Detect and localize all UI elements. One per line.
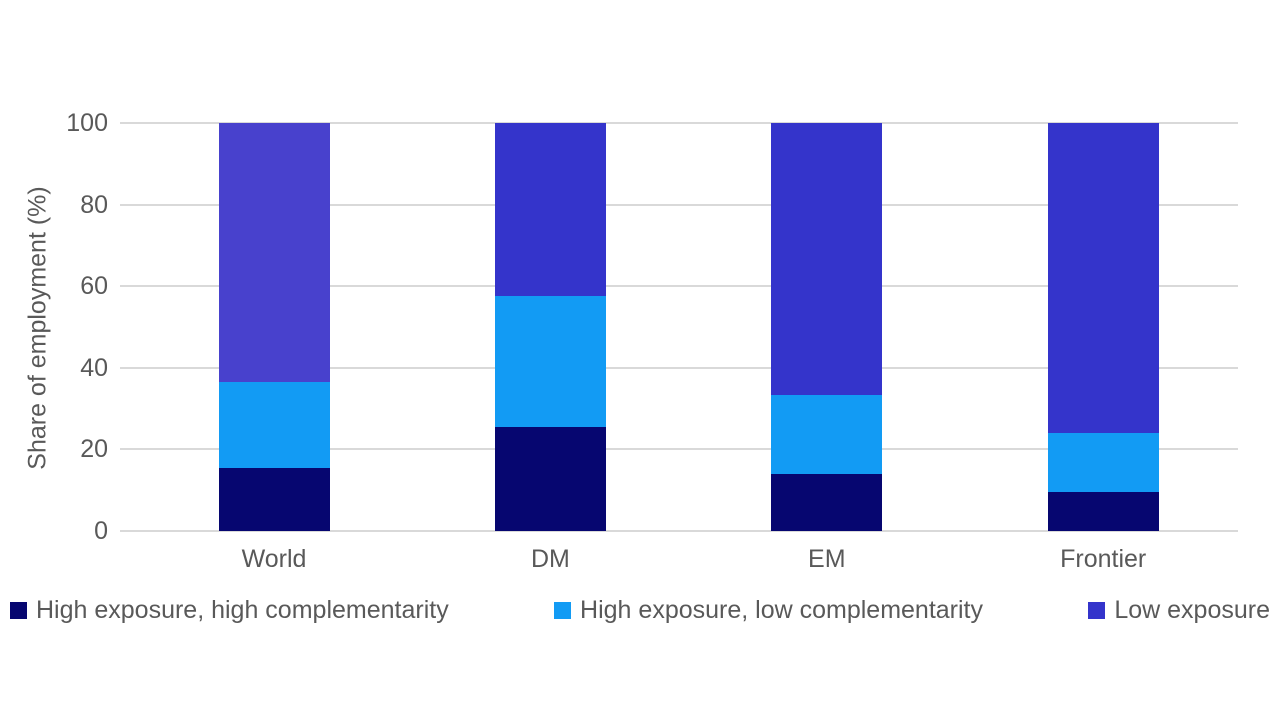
legend-item: High exposure, high complementarity: [10, 596, 449, 625]
y-tick-label: 40: [80, 353, 108, 382]
gridline: [120, 122, 1238, 124]
y-tick-label: 80: [80, 190, 108, 219]
legend-item: High exposure, low complementarity: [554, 596, 983, 625]
gridline: [120, 530, 1238, 532]
bar-segment: [1047, 492, 1159, 531]
bar-segment: [1047, 433, 1159, 493]
gridline: [120, 366, 1238, 369]
plot-area: [120, 122, 1238, 532]
x-axis-labels: World DM EM Frontier: [120, 545, 1238, 579]
x-axis-label: World: [241, 545, 307, 573]
bar-segment: [218, 467, 330, 531]
bar-world: [218, 123, 330, 531]
x-axis-label: DM: [530, 545, 570, 573]
legend-swatch-icon: [10, 602, 27, 619]
bar-segment: [494, 123, 606, 297]
legend-swatch-icon: [1088, 602, 1106, 619]
y-tick-label: 0: [94, 517, 108, 545]
bar-segment: [771, 473, 883, 531]
legend-swatch-icon: [554, 602, 572, 619]
bar-dm: [494, 123, 606, 531]
bar-segment: [494, 296, 606, 427]
bar-segment: [494, 426, 606, 531]
gridline: [120, 285, 1238, 288]
y-tick-label: 60: [80, 272, 108, 301]
y-tick-label: 100: [66, 109, 108, 137]
legend: High exposure, high complementarity High …: [10, 596, 1270, 625]
bar-segment: [1047, 123, 1159, 434]
bar-segment: [218, 123, 330, 383]
bar-frontier: [1047, 123, 1159, 531]
gridline: [120, 203, 1238, 206]
legend-item: Low exposure: [1088, 596, 1270, 625]
x-axis-label: EM: [808, 545, 846, 573]
legend-label: High exposure, low complementarity: [580, 596, 984, 624]
bar-segment: [218, 382, 330, 468]
bar-segment: [771, 123, 883, 396]
bar-segment: [771, 395, 883, 474]
legend-label: Low exposure: [1114, 596, 1270, 624]
gridline: [120, 448, 1238, 451]
bar-em: [771, 123, 883, 531]
x-axis-label: Frontier: [1060, 545, 1147, 573]
y-axis-ticks: 0 20 40 60 80 100: [0, 109, 108, 545]
y-tick-label: 20: [80, 435, 108, 464]
legend-label: High exposure, high complementarity: [36, 596, 449, 624]
